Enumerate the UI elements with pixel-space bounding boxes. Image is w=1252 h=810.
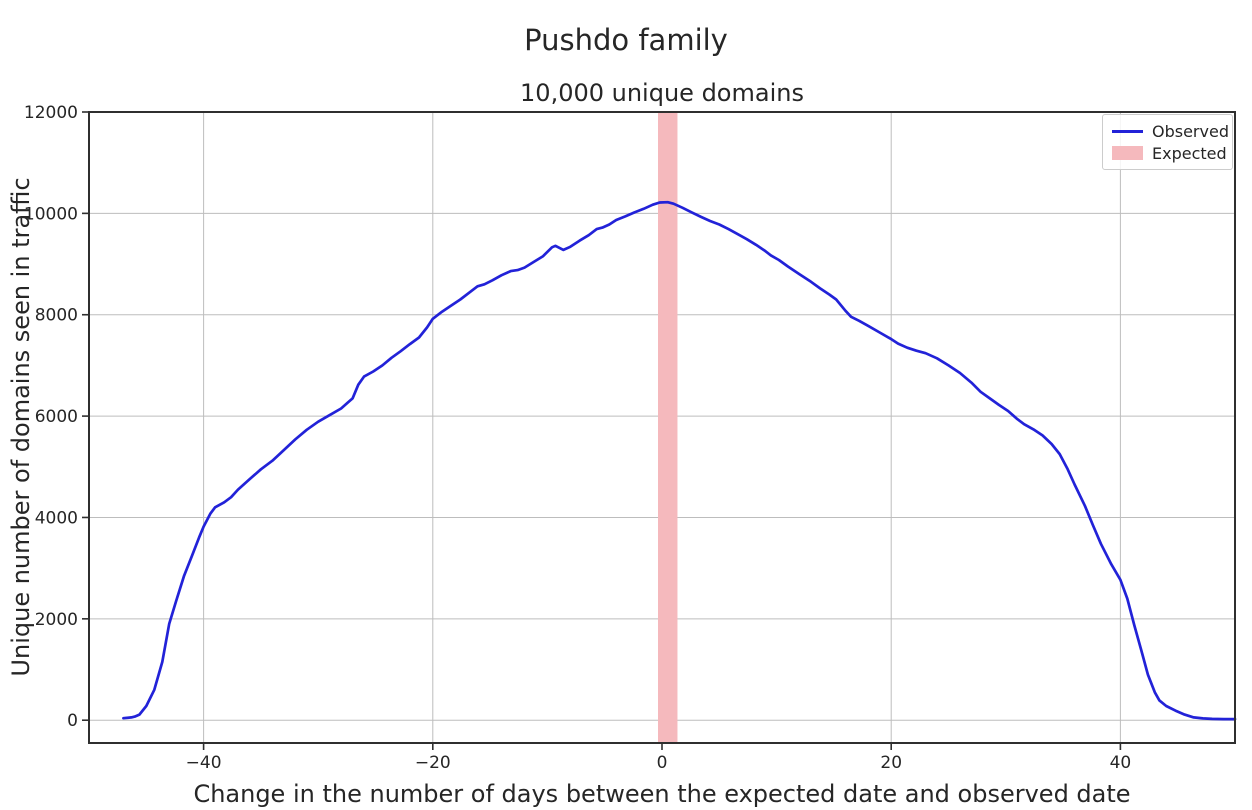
legend: Observed Expected (1102, 114, 1233, 170)
legend-item-observed: Observed (1112, 120, 1229, 142)
x-tick-label: 20 (880, 753, 902, 773)
expected-patch-swatch-icon (1112, 146, 1143, 160)
x-tick-label: 0 (657, 753, 668, 773)
x-tick-label: 40 (1110, 753, 1132, 773)
y-tick-label: 12000 (24, 103, 78, 123)
x-axis-label: Change in the number of days between the… (193, 780, 1131, 808)
axes-spines (88, 111, 1236, 744)
y-tick-label: 0 (67, 711, 78, 731)
x-tick-label: −20 (415, 753, 451, 773)
axes-title: 10,000 unique domains (520, 79, 804, 107)
x-tick-label: −40 (186, 753, 222, 773)
legend-label-observed: Observed (1152, 121, 1229, 141)
y-tick-label: 6000 (35, 407, 78, 427)
legend-item-expected: Expected (1112, 142, 1227, 164)
observed-line-swatch-icon (1112, 129, 1143, 133)
figure-suptitle: Pushdo family (524, 23, 728, 57)
expected-band (658, 112, 678, 743)
observed-line (122, 200, 1237, 721)
y-tick-label: 10000 (24, 204, 78, 224)
y-tick-label: 2000 (35, 610, 78, 630)
y-tick-label: 4000 (35, 508, 78, 528)
legend-label-expected: Expected (1152, 143, 1227, 163)
y-tick-label: 8000 (35, 306, 78, 326)
